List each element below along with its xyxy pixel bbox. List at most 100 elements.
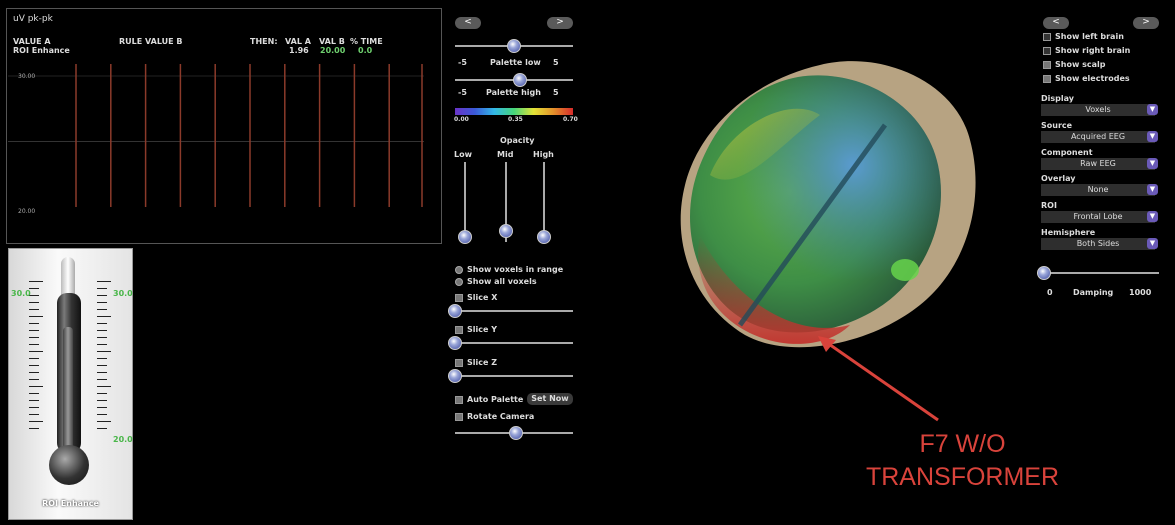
set-now-button[interactable]: Set Now: [527, 393, 573, 405]
next-button[interactable]: >: [547, 17, 573, 29]
scale-tick: [97, 414, 107, 415]
right-top-value: 30.0: [113, 289, 133, 298]
scale-tick: [29, 414, 39, 415]
checkbox-icon: [1043, 46, 1051, 55]
palette-colorbar: [455, 108, 573, 115]
scale-tick: [97, 407, 107, 408]
source-select[interactable]: Acquired EEG: [1041, 131, 1155, 143]
palette-high-thumb[interactable]: [513, 73, 527, 87]
scale-tick: [97, 295, 107, 296]
slice-x-slider[interactable]: [448, 304, 573, 318]
right-prev-button[interactable]: <: [1043, 17, 1069, 29]
scale-tick: [29, 407, 39, 408]
hemisphere-label: Hemisphere: [1041, 228, 1096, 237]
show-voxels-in-range-radio[interactable]: Show voxels in range: [455, 265, 563, 274]
scale-tick: [29, 337, 39, 338]
radio-icon: [455, 265, 463, 274]
then-header: THEN:: [250, 37, 278, 46]
val-b-value: 20.00: [320, 46, 346, 55]
show-scalp-checkbox[interactable]: Show scalp: [1043, 60, 1106, 69]
component-select[interactable]: Raw EEG: [1041, 158, 1155, 170]
scale-tick: [97, 344, 107, 345]
scale-tick: [29, 365, 39, 366]
show-right-brain-checkbox[interactable]: Show right brain: [1043, 46, 1130, 55]
palette-low-min: -5: [458, 58, 467, 67]
slice-z-checkbox[interactable]: Slice Z: [455, 358, 497, 367]
roi-label: ROI: [1041, 201, 1057, 210]
slice-x-checkbox[interactable]: Slice X: [455, 293, 497, 302]
palette-low-slider[interactable]: [455, 39, 573, 53]
opacity-low-thumb[interactable]: [458, 230, 472, 244]
value-a-header: VALUE A: [13, 37, 51, 46]
auto-palette-label: Auto Palette: [467, 395, 524, 404]
show-electrodes-checkbox[interactable]: Show electrodes: [1043, 74, 1130, 83]
display-select[interactable]: Voxels: [1041, 104, 1155, 116]
scale-tick: [29, 379, 39, 380]
overlay-dropdown-icon[interactable]: ▼: [1147, 184, 1158, 195]
opacity-mid-thumb[interactable]: [499, 224, 513, 238]
scale-tick: [97, 379, 107, 380]
opacity-high-thumb[interactable]: [537, 230, 551, 244]
damping-min: 0: [1047, 288, 1053, 297]
roi-dropdown-icon[interactable]: ▼: [1147, 211, 1158, 222]
scale-tick: [97, 337, 107, 338]
rotate-camera-label: Rotate Camera: [467, 412, 535, 421]
right-bottom-value: 20.0: [113, 435, 133, 444]
opacity-high-slider[interactable]: [537, 162, 551, 248]
pct-time-header: % TIME: [350, 37, 383, 46]
colorbar-mid: 0.35: [508, 116, 523, 123]
scale-tick: [97, 330, 107, 331]
scale-tick: [97, 288, 107, 289]
scale-tick: [97, 421, 111, 422]
source-dropdown-icon[interactable]: ▼: [1147, 131, 1158, 142]
display-dropdown-icon[interactable]: ▼: [1147, 104, 1158, 115]
component-dropdown-icon[interactable]: ▼: [1147, 158, 1158, 169]
thermometer-label: ROI Enhance: [42, 499, 99, 508]
opacity-mid-label: Mid: [497, 150, 514, 159]
palette-low-label: Palette low: [490, 58, 541, 67]
roi-select[interactable]: Frontal Lobe: [1041, 211, 1155, 223]
opacity-title: Opacity: [500, 136, 535, 145]
prev-button[interactable]: <: [455, 17, 481, 29]
hemisphere-select[interactable]: Both Sides: [1041, 238, 1155, 250]
palette-high-min: -5: [458, 88, 467, 97]
rotate-speed-slider[interactable]: [455, 426, 573, 440]
opacity-high-label: High: [533, 150, 554, 159]
auto-palette-checkbox[interactable]: Auto Palette: [455, 395, 523, 404]
scale-tick: [29, 295, 39, 296]
show-left-brain-label: Show left brain: [1055, 32, 1124, 41]
slice-x-thumb[interactable]: [448, 304, 462, 318]
show-all-voxels-radio[interactable]: Show all voxels: [455, 277, 537, 286]
opacity-low-slider[interactable]: [458, 162, 472, 248]
scale-tick: [29, 372, 39, 373]
slice-y-thumb[interactable]: [448, 336, 462, 350]
opacity-low-label: Low: [454, 150, 472, 159]
damping-thumb[interactable]: [1037, 266, 1051, 280]
radio-icon: [455, 277, 463, 286]
brain-3d-view[interactable]: [670, 55, 990, 365]
rotate-camera-checkbox[interactable]: Rotate Camera: [455, 412, 534, 421]
palette-low-thumb[interactable]: [507, 39, 521, 53]
scale-tick: [97, 393, 107, 394]
hemisphere-dropdown-icon[interactable]: ▼: [1147, 238, 1158, 249]
rotate-speed-thumb[interactable]: [509, 426, 523, 440]
scale-tick: [29, 330, 39, 331]
val-b-header: VAL B: [319, 37, 345, 46]
palette-high-slider[interactable]: [455, 73, 573, 87]
slice-y-slider[interactable]: [448, 336, 573, 350]
slice-z-slider[interactable]: [448, 369, 573, 383]
scale-tick: [97, 372, 107, 373]
slice-y-checkbox[interactable]: Slice Y: [455, 325, 497, 334]
damping-slider[interactable]: [1037, 266, 1159, 280]
brain-render: [680, 61, 976, 348]
right-next-button[interactable]: >: [1133, 17, 1159, 29]
roi-panel: uV pk-pk VALUE A ROI Enhance RULE VALUE …: [6, 8, 442, 244]
checkbox-icon: [1043, 74, 1051, 83]
show-left-brain-checkbox[interactable]: Show left brain: [1043, 32, 1124, 41]
source-label: Source: [1041, 121, 1073, 130]
show-electrodes-label: Show electrodes: [1055, 74, 1130, 83]
slice-z-thumb[interactable]: [448, 369, 462, 383]
component-label: Component: [1041, 148, 1093, 157]
opacity-mid-slider[interactable]: [499, 162, 513, 248]
overlay-select[interactable]: None: [1041, 184, 1155, 196]
